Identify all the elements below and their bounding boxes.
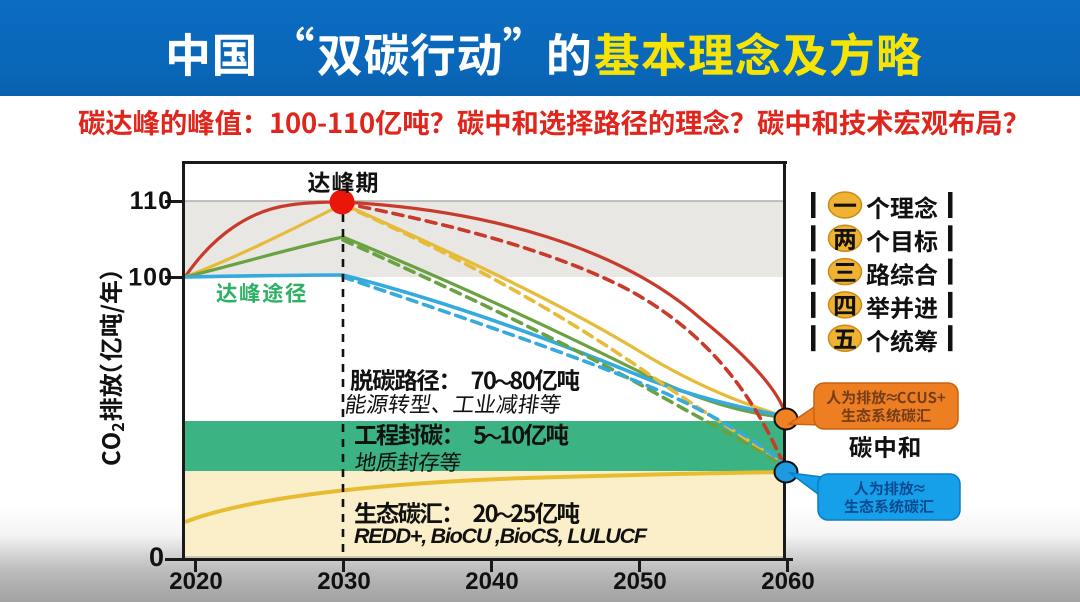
svg-text:2050: 2050 [613, 568, 666, 595]
svg-text:2020: 2020 [169, 568, 222, 595]
svg-text:110: 110 [130, 187, 173, 215]
svg-text:0: 0 [149, 542, 164, 572]
svg-text:2060: 2060 [761, 568, 814, 595]
svg-text:2040: 2040 [465, 568, 518, 595]
svg-text:2030: 2030 [317, 568, 370, 595]
svg-text:REDD+, BioCU ,BioCS, LULUCF: REDD+, BioCU ,BioCS, LULUCF [354, 524, 648, 548]
svg-text:100: 100 [128, 264, 173, 292]
